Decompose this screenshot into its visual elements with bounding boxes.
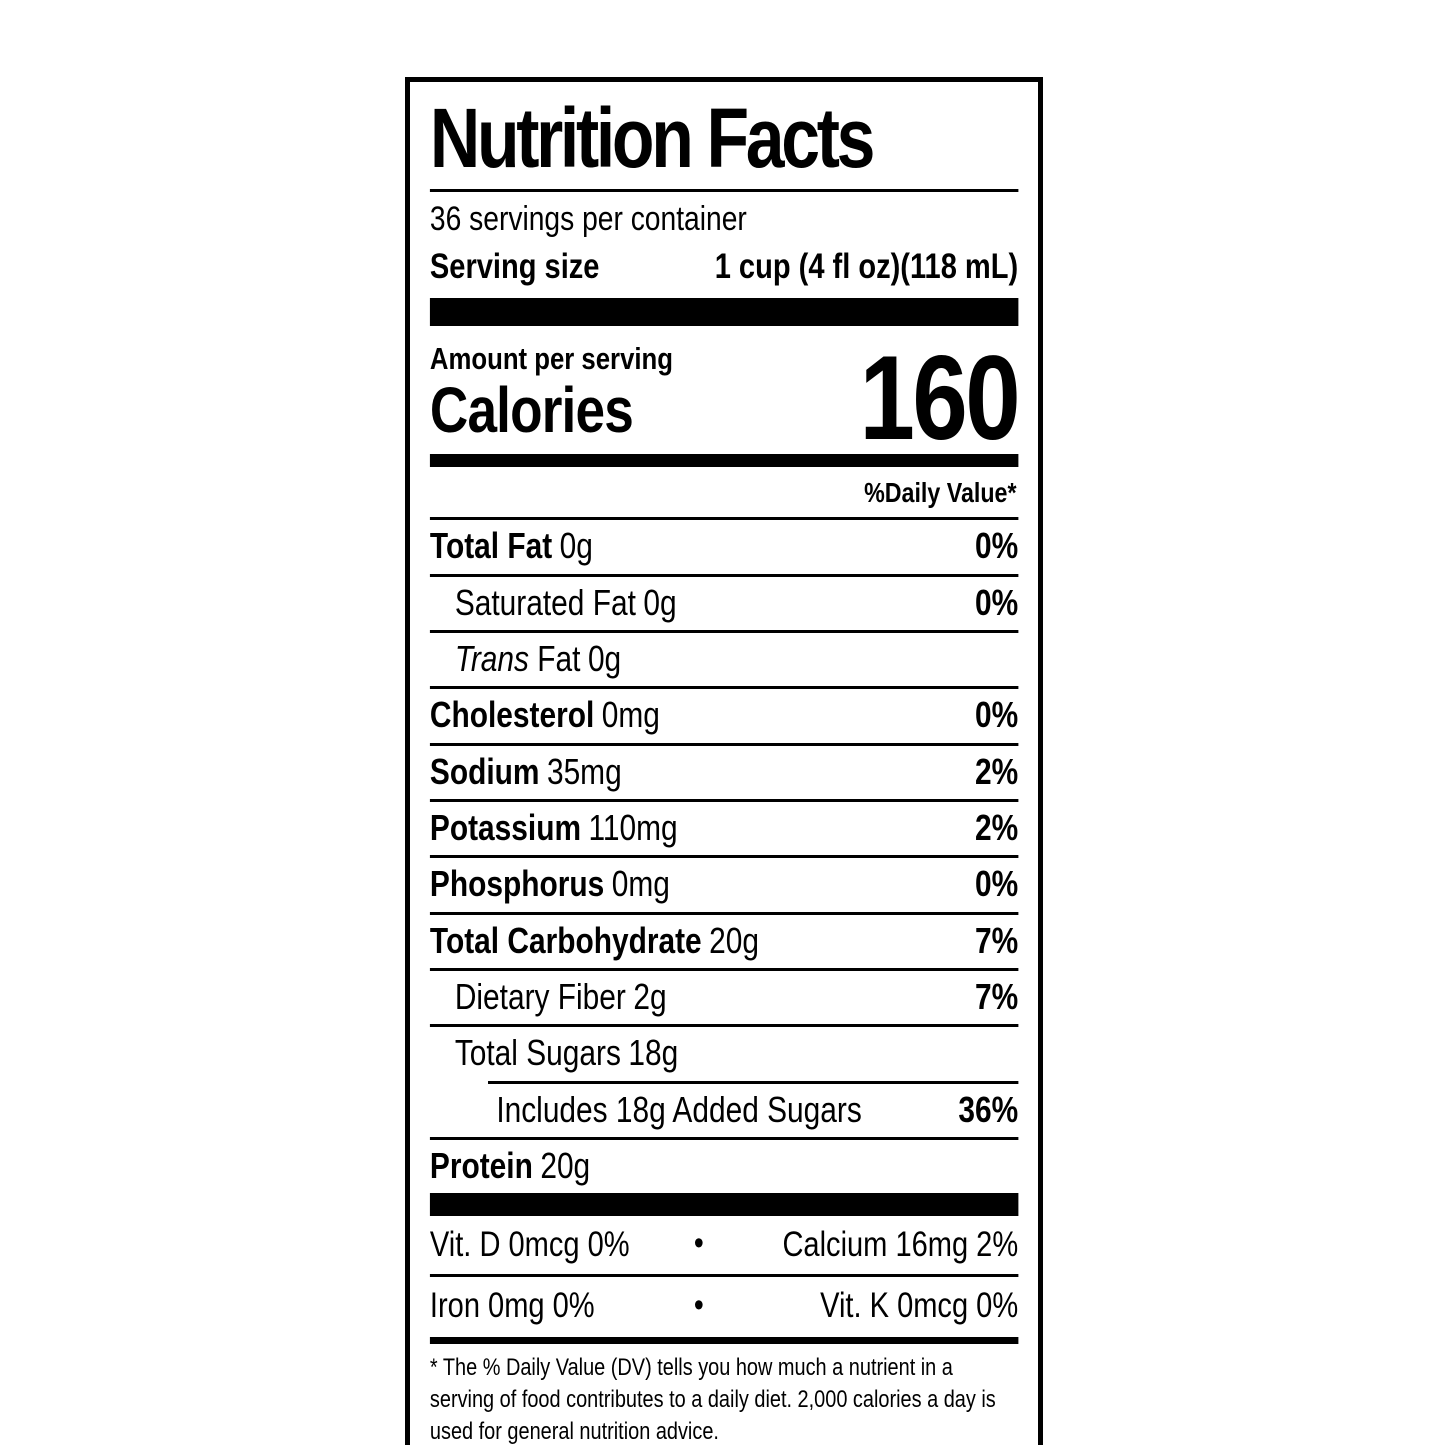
label-content: Nutrition Facts 36 servings per containe…	[410, 82, 1038, 1445]
nutrient-name: Protein 20g	[429, 1144, 591, 1186]
bullet-icon: •	[693, 1224, 704, 1263]
nutrient-amount: 0mg	[611, 863, 670, 905]
nutrient-amount: 20g	[540, 1144, 591, 1186]
nutrient-row-saturated-fat: Saturated Fat 0g 0%	[429, 577, 1019, 634]
label-title: Nutrition Facts	[429, 91, 875, 185]
nutrient-name: Saturated Fat 0g	[454, 581, 677, 623]
calories-divider-bar	[429, 454, 1019, 468]
footnote-divider	[429, 1336, 1019, 1344]
nutrition-facts-label: Nutrition Facts 36 servings per containe…	[405, 77, 1043, 1445]
micronutrient-right: Calcium 16mg 2%	[782, 1225, 1019, 1265]
bullet-icon: •	[693, 1285, 704, 1324]
nutrient-amount: 0g	[643, 581, 677, 623]
nutrient-row-sodium: Sodium 35mg 2%	[429, 746, 1019, 802]
amount-per-serving-label: Amount per serving	[429, 340, 673, 376]
nutrient-amount: 2g	[633, 975, 667, 1017]
nutrient-row-trans-fat: Trans Fat 0g	[429, 633, 1019, 690]
nutrient-row-total-carbohydrate: Total Carbohydrate 20g 7%	[429, 915, 1019, 971]
nutrient-name: Potassium 110mg	[429, 807, 678, 848]
micronutrient-left: Iron 0mg 0%	[429, 1286, 595, 1326]
nutrient-row-total-fat: Total Fat 0g 0%	[429, 520, 1019, 577]
nutrient-name: Total Sugars 18g	[454, 1032, 679, 1074]
nutrient-dv: 0%	[974, 525, 1019, 567]
nutrient-rows: Total Fat 0g 0% Saturated Fat 0g 0% Trans …	[429, 520, 1019, 1193]
nutrient-name: Trans Fat 0g	[454, 638, 622, 680]
daily-value-header: %Daily Value*	[429, 467, 1019, 521]
serving-size-value: 1 cup (4 fl oz)(118 mL)	[714, 246, 1019, 286]
nutrient-name: Sodium 35mg	[429, 750, 622, 792]
micronutrient-right: Vit. K 0mcg 0%	[820, 1286, 1019, 1326]
micronutrient-row-2: Iron 0mg 0% • Vit. K 0mcg 0%	[430, 1277, 1018, 1335]
nutrient-name: Total Carbohydrate 20g	[429, 919, 759, 961]
nutrient-name: Dietary Fiber 2g	[454, 975, 667, 1017]
nutrient-dv: 0%	[974, 863, 1019, 905]
nutrient-dv: 7%	[974, 919, 1019, 961]
serving-size-row: Serving size 1 cup (4 fl oz)(118 mL)	[430, 240, 1018, 298]
servings-per-container: 36 servings per container	[429, 200, 747, 238]
nutrient-row-dietary-fiber: Dietary Fiber 2g 7%	[429, 971, 1019, 1028]
section-bar-bottom	[429, 1193, 1019, 1217]
nutrient-dv: 36%	[958, 1088, 1019, 1130]
nutrient-row-total-sugars: Total Sugars 18g	[430, 1027, 1018, 1080]
footnote: * The % Daily Value (DV) tells you how m…	[429, 1353, 996, 1445]
nutrient-amount: 18g	[628, 1032, 679, 1074]
nutrient-amount: 20g	[709, 919, 759, 961]
nutrient-dv: 2%	[974, 807, 1019, 848]
nutrient-amount: 35mg	[546, 750, 622, 792]
title-divider	[429, 189, 1019, 192]
micronutrient-row-1: Vit. D 0mcg 0% • Calcium 16mg 2%	[429, 1216, 1019, 1278]
calories-value: 160	[859, 331, 1020, 466]
nutrient-amount: 110mg	[588, 807, 678, 848]
nutrient-name: Phosphorus 0mg	[429, 863, 670, 905]
nutrient-name: Includes 18g Added Sugars	[496, 1088, 862, 1130]
serving-size-label: Serving size	[429, 246, 600, 286]
nutrient-row-phosphorus: Phosphorus 0mg 0%	[429, 858, 1019, 915]
nutrient-amount: 0mg	[601, 694, 660, 736]
section-bar-top	[429, 297, 1019, 326]
nutrient-dv: 0%	[974, 694, 1019, 736]
nutrient-dv: 0%	[974, 581, 1019, 623]
added-sugars-divider-wrap: Includes 18g Added Sugars 36%	[488, 1080, 1019, 1137]
nutrient-row-protein: Protein 20g	[429, 1136, 1019, 1193]
nutrient-name: Cholesterol 0mg	[429, 694, 660, 736]
nutrient-name: Total Fat 0g	[429, 525, 593, 567]
micronutrient-left: Vit. D 0mcg 0%	[429, 1225, 630, 1265]
nutrient-dv: 2%	[974, 750, 1019, 792]
nutrient-amount: 0g	[587, 638, 622, 680]
nutrient-row-added-sugars: Includes 18g Added Sugars 36%	[488, 1084, 1018, 1137]
calories-row: Calories 160	[429, 338, 1021, 458]
nutrient-amount: 0g	[559, 525, 593, 567]
nutrient-row-potassium: Potassium 110mg 2%	[429, 802, 1019, 859]
nutrient-dv: 7%	[974, 975, 1019, 1017]
calories-label: Calories	[429, 374, 634, 447]
nutrient-row-cholesterol: Cholesterol 0mg 0%	[429, 689, 1019, 746]
